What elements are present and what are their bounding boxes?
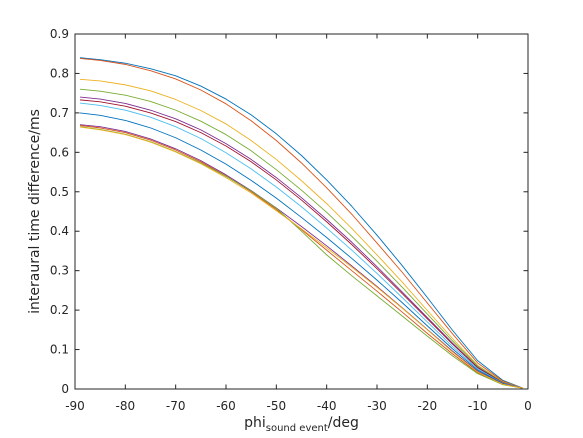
x-tick-labels: -90 -80 -70 -60 -50 -40 -30 -20 -10 0 xyxy=(65,399,532,413)
y-tick-label: 0.9 xyxy=(50,27,69,41)
tick-marks-group xyxy=(74,33,529,390)
y-tick-label: 0.7 xyxy=(50,106,69,120)
series-line-5 xyxy=(79,96,524,389)
x-tick-label: -30 xyxy=(367,399,387,413)
y-tick-label: 0.8 xyxy=(50,66,69,80)
y-tick-label: 0.4 xyxy=(50,224,69,238)
x-tick-label: -70 xyxy=(166,399,186,413)
plot-series-group xyxy=(79,57,524,389)
x-axis-label: phisound event/deg xyxy=(244,415,359,434)
series-line-12 xyxy=(79,126,524,389)
x-tick-label: -40 xyxy=(317,399,337,413)
series-line-8 xyxy=(79,112,524,389)
y-tick-label: 0.2 xyxy=(50,303,69,317)
x-axis-label-subscript: sound event xyxy=(266,423,328,434)
series-line-2 xyxy=(79,58,524,389)
series-line-10 xyxy=(79,125,524,389)
y-axis-label: interaural time difference/ms xyxy=(27,109,43,314)
series-line-7 xyxy=(79,102,524,389)
x-tick-label: -50 xyxy=(267,399,287,413)
series-line-1 xyxy=(79,57,524,389)
series-line-4 xyxy=(79,88,524,389)
y-tick-labels: 0 0.1 0.2 0.3 0.4 0.5 0.6 0.7 0.8 0.9 xyxy=(50,27,69,396)
y-tick-label: 0.1 xyxy=(50,343,69,357)
x-tick-label: -90 xyxy=(65,399,85,413)
x-tick-label: 0 xyxy=(524,399,532,413)
y-tick-label: 0.3 xyxy=(50,264,69,278)
plot-area-border xyxy=(74,33,529,390)
y-tick-label: 0.6 xyxy=(50,145,69,159)
series-line-6 xyxy=(79,99,524,389)
x-axis-label-main: phi xyxy=(244,415,266,431)
x-tick-label: -20 xyxy=(418,399,438,413)
x-tick-label: -80 xyxy=(116,399,136,413)
y-tick-label: 0 xyxy=(61,382,69,396)
x-tick-label: -10 xyxy=(468,399,488,413)
x-axis-label-unit: /deg xyxy=(328,415,359,431)
x-tick-label: -60 xyxy=(216,399,236,413)
series-line-9 xyxy=(79,124,524,389)
series-line-3 xyxy=(79,78,524,389)
y-tick-label: 0.5 xyxy=(50,185,69,199)
